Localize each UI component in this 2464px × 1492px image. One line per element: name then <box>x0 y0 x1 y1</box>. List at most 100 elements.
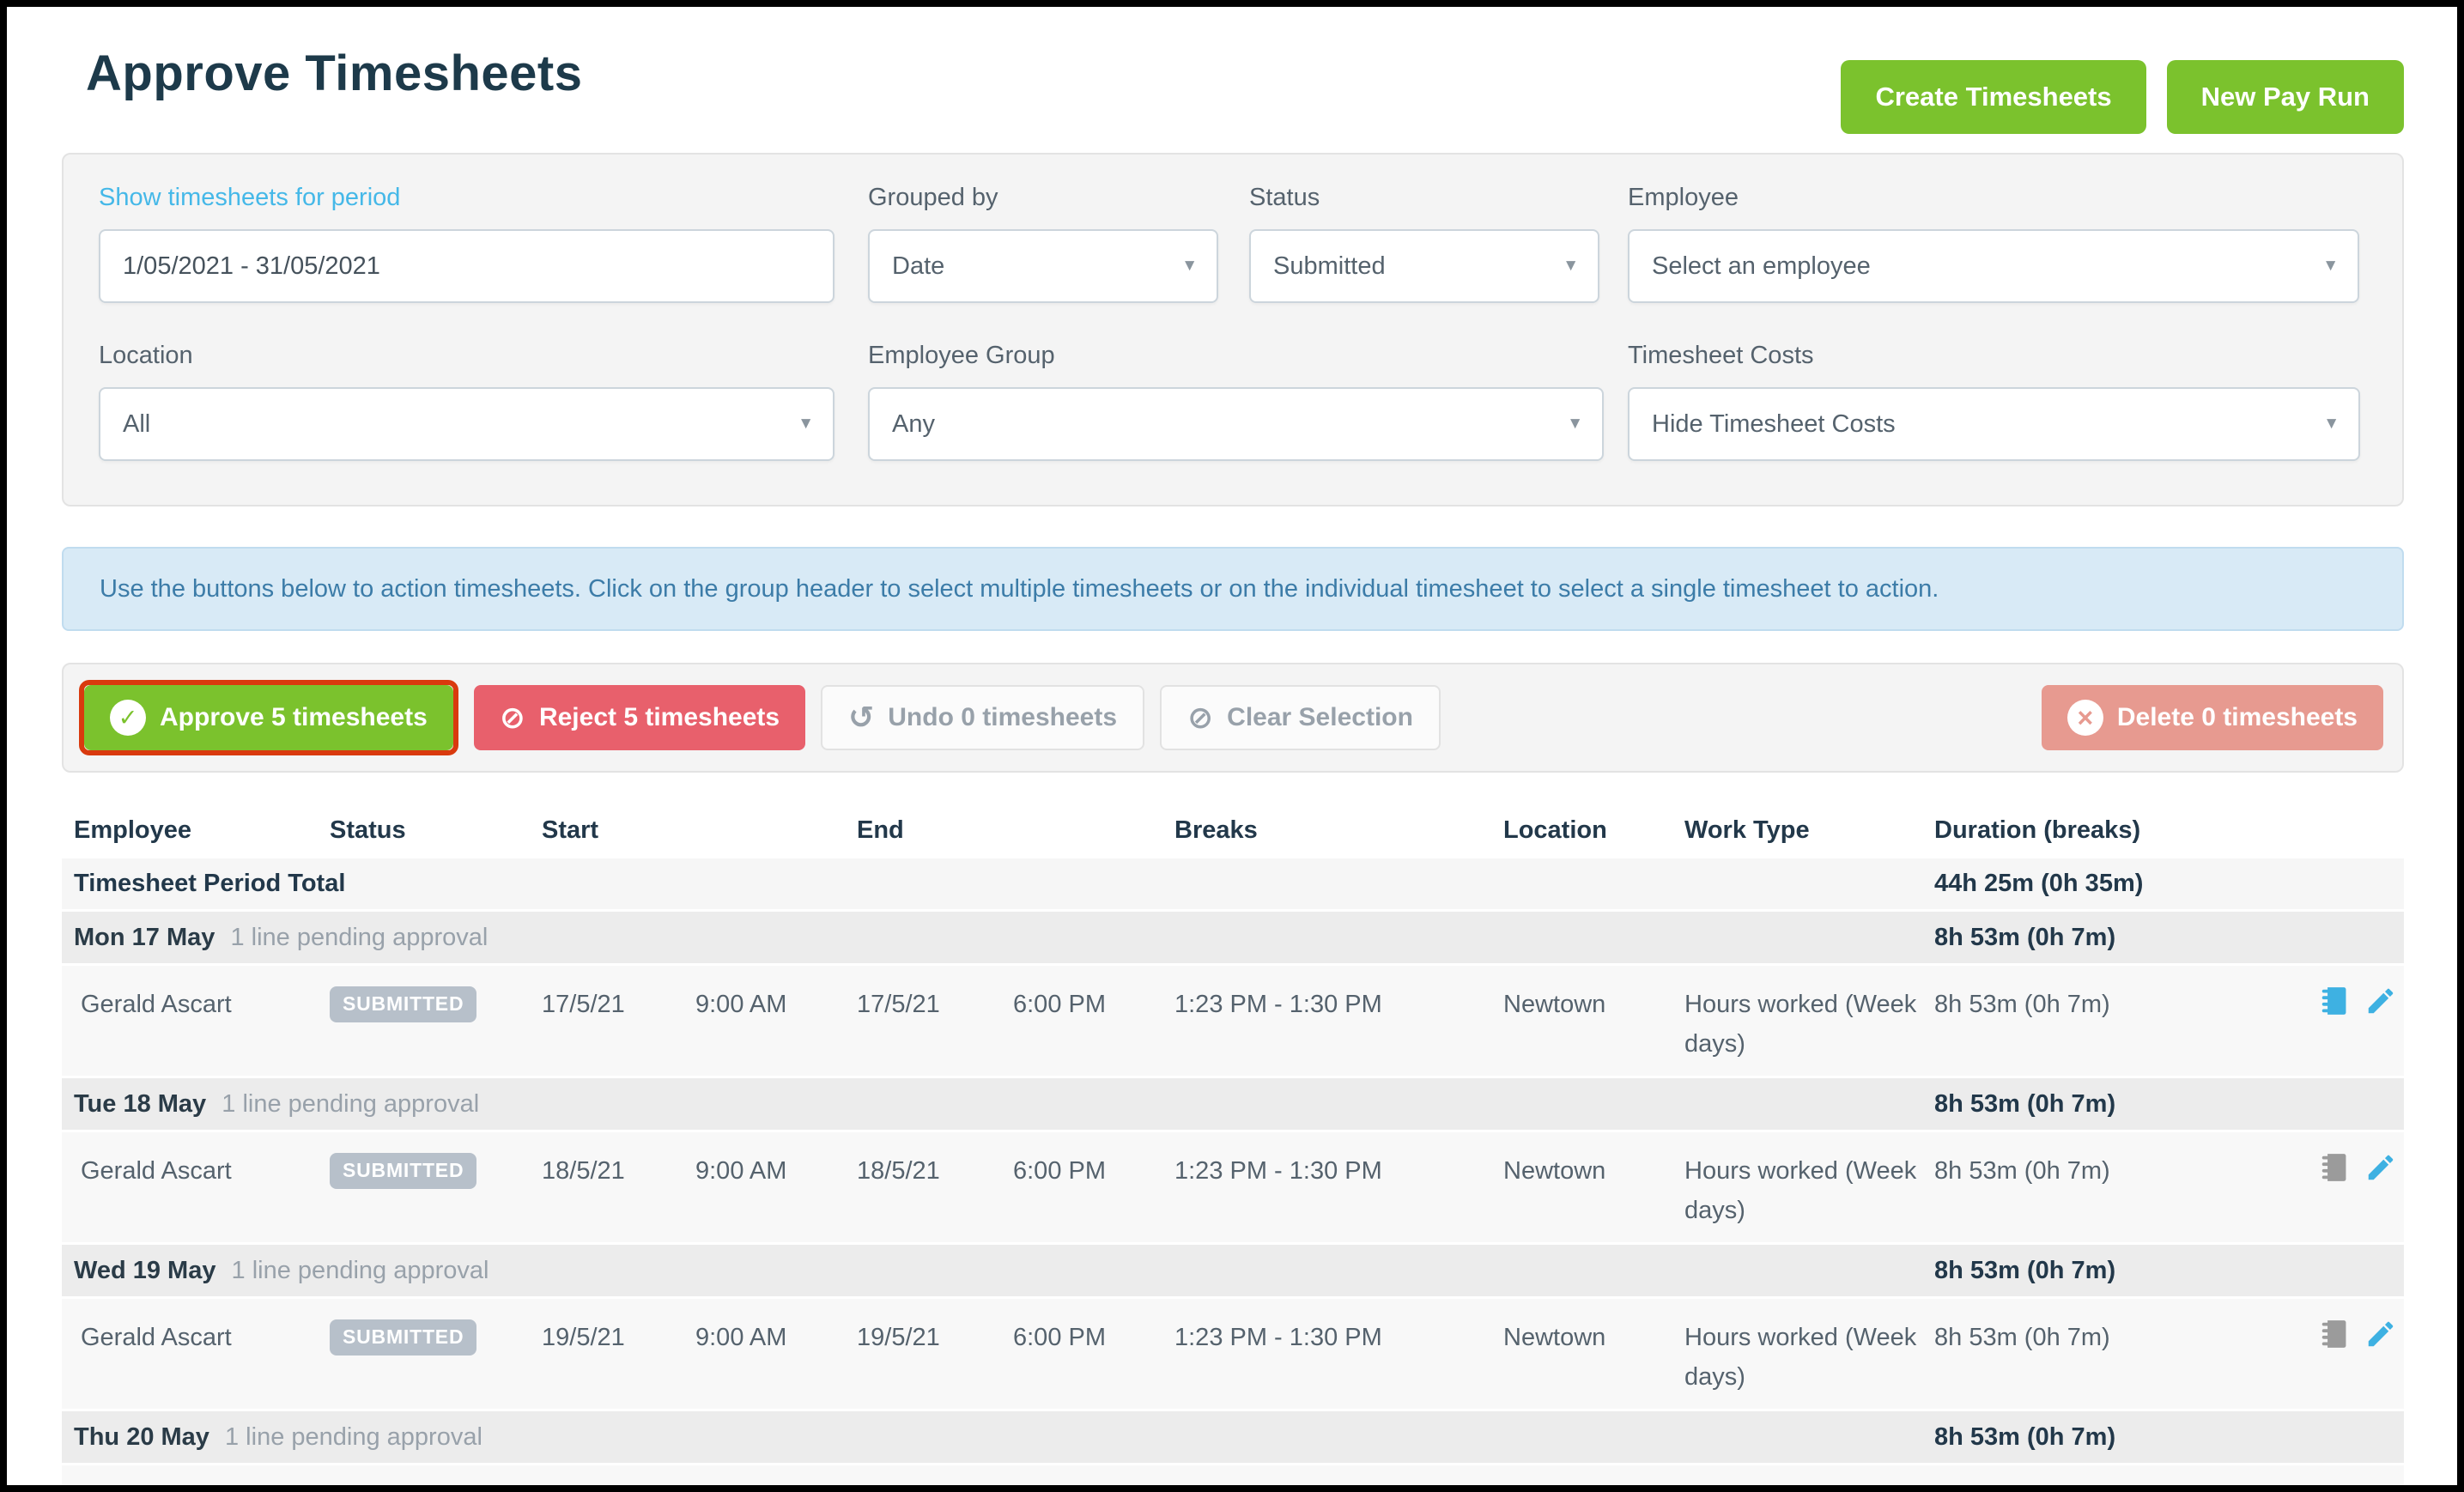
cell-breaks: 1:23 PM - 1:30 PM <box>1174 1324 1382 1351</box>
cell-work-type: Hours worked (Week days) <box>1684 1324 1917 1391</box>
cell-start-date: 17/5/21 <box>542 991 625 1018</box>
column-header-employee: Employee <box>74 816 191 844</box>
new-pay-run-button[interactable]: New Pay Run <box>2166 60 2404 134</box>
location-select[interactable]: All ▼ <box>99 387 834 461</box>
pencil-icon[interactable] <box>2364 1318 2397 1350</box>
filter-panel: Show timesheets for period 1/05/2021 - 3… <box>62 153 2404 506</box>
employee-group-label: Employee Group <box>868 342 1055 369</box>
cell-start-date: 19/5/21 <box>542 1324 625 1351</box>
cell-status: SUBMITTED <box>330 1318 542 1397</box>
status-badge: SUBMITTED <box>330 1319 477 1356</box>
status-label: Status <box>1249 184 1320 211</box>
employee-group-select[interactable]: Any ▼ <box>868 387 1604 461</box>
cell-status: SUBMITTED <box>330 985 542 1064</box>
cell-row-actions <box>2295 1151 2404 1230</box>
cell-start-time: 9:00 AM <box>695 1157 787 1185</box>
column-header-breaks: Breaks <box>1174 816 1258 844</box>
cell-end-date: 17/5/21 <box>857 991 940 1018</box>
cell-employee: Gerald Ascart <box>81 1157 232 1185</box>
period-input[interactable]: 1/05/2021 - 31/05/2021 <box>99 229 834 303</box>
cell-status: SUBMITTED <box>330 1484 542 1485</box>
status-value: Submitted <box>1273 252 1386 280</box>
slash-circle-icon: ⊘ <box>1187 700 1214 735</box>
column-header-start: Start <box>542 816 599 844</box>
chevron-down-icon: ▼ <box>1181 257 1198 275</box>
cell-end-time: 6:00 PM <box>1013 1484 1174 1485</box>
notebook-icon[interactable] <box>2318 1484 2351 1485</box>
undo-timesheets-button[interactable]: ↺ Undo 0 timesheets <box>821 685 1144 750</box>
pencil-icon[interactable] <box>2364 1151 2397 1184</box>
group-day: Tue 18 May <box>74 1089 207 1118</box>
group-day: Thu 20 May <box>74 1422 209 1451</box>
delete-button-label: Delete 0 timesheets <box>2116 703 2358 731</box>
cell-location: Newtown <box>1503 991 1606 1018</box>
group-day: Mon 17 May <box>74 923 215 951</box>
column-header-location: Location <box>1503 816 1607 844</box>
grouped-by-select[interactable]: Date ▼ <box>868 229 1218 303</box>
group-note: 1 line pending approval <box>222 1089 480 1118</box>
timesheet-costs-select[interactable]: Hide Timesheet Costs ▼ <box>1628 387 2360 461</box>
approve-timesheets-button[interactable]: ✓ Approve 5 timesheets <box>84 685 453 750</box>
show-timesheets-for-period-link[interactable]: Show timesheets for period <box>99 184 401 211</box>
approve-button-highlight: ✓ Approve 5 timesheets <box>79 680 458 755</box>
column-header-work-type: Work Type <box>1684 816 1810 844</box>
cell-start-time: 9:00 AM <box>695 1324 787 1351</box>
check-circle-icon: ✓ <box>110 700 146 736</box>
notebook-icon[interactable] <box>2318 1151 2351 1184</box>
group-day: Wed 19 May <box>74 1256 216 1284</box>
cell-work-type: Hours worked (Week days) <box>1684 1157 1917 1224</box>
timesheet-row[interactable]: Gerald Ascart SUBMITTED 17/5/21 9:00 AM … <box>62 966 2404 1078</box>
cell-location: Newtown <box>1503 1484 1684 1485</box>
timesheet-row[interactable]: Gerald Ascart SUBMITTED 19/5/21 9:00 AM … <box>62 1299 2404 1411</box>
timesheet-row[interactable]: Gerald Ascart SUBMITTED 20/5/21 9:00 AM … <box>62 1465 2404 1485</box>
chevron-down-icon: ▼ <box>2323 415 2340 433</box>
status-select[interactable]: Submitted ▼ <box>1249 229 1599 303</box>
info-banner: Use the buttons below to action timeshee… <box>62 547 2404 631</box>
location-label: Location <box>99 342 193 369</box>
chevron-down-icon: ▼ <box>1567 415 1583 433</box>
cell-duration: 8h 53m (0h 7m) <box>1934 991 2110 1018</box>
action-bar: ✓ Approve 5 timesheets ⊘ Reject 5 timesh… <box>62 663 2404 773</box>
chevron-down-icon: ▼ <box>1563 257 1579 275</box>
cell-end-date: 19/5/21 <box>857 1324 940 1351</box>
period-total-row: Timesheet Period Total 44h 25m (0h 35m) <box>62 858 2404 912</box>
cell-work-type: Hours worked (Week days) <box>1684 1484 1934 1485</box>
group-duration: 8h 53m (0h 7m) <box>1934 1089 2116 1118</box>
pencil-icon[interactable] <box>2364 985 2397 1017</box>
clear-selection-button[interactable]: ⊘ Clear Selection <box>1160 685 1441 750</box>
employee-group-field: Employee Group Any ▼ <box>868 342 1604 461</box>
cell-start-date: 18/5/21 <box>542 1157 625 1185</box>
group-header-row[interactable]: Thu 20 May 1 line pending approval 8h 53… <box>62 1411 2404 1465</box>
group-header-row[interactable]: Tue 18 May 1 line pending approval 8h 53… <box>62 1078 2404 1132</box>
cell-breaks: 1:23 PM - 1:30 PM <box>1174 1157 1382 1185</box>
cell-duration: 8h 53m (0h 7m) <box>1934 1157 2110 1185</box>
reject-timesheets-button[interactable]: ⊘ Reject 5 timesheets <box>473 685 806 750</box>
page-title: Approve Timesheets <box>86 45 583 101</box>
employee-value: Select an employee <box>1652 252 1871 280</box>
clear-selection-label: Clear Selection <box>1227 703 1413 731</box>
notebook-icon[interactable] <box>2318 1318 2351 1350</box>
timesheet-row[interactable]: Gerald Ascart SUBMITTED 18/5/21 9:00 AM … <box>62 1132 2404 1245</box>
group-header-row[interactable]: Wed 19 May 1 line pending approval 8h 53… <box>62 1245 2404 1299</box>
cell-status: SUBMITTED <box>330 1151 542 1230</box>
employee-group-value: Any <box>892 409 935 438</box>
create-timesheets-button[interactable]: Create Timesheets <box>1841 60 2146 134</box>
group-note: 1 line pending approval <box>230 923 489 951</box>
timesheet-costs-label: Timesheet Costs <box>1628 342 1814 369</box>
cell-start-time: 9:00 AM <box>695 1484 857 1485</box>
cell-row-actions <box>2295 985 2404 1064</box>
group-duration: 8h 53m (0h 7m) <box>1934 923 2116 951</box>
undo-arrow-icon: ↺ <box>848 700 875 735</box>
cell-employee: Gerald Ascart <box>81 1324 232 1351</box>
column-header-status: Status <box>330 816 406 844</box>
notebook-icon[interactable] <box>2318 985 2351 1017</box>
delete-timesheets-button[interactable]: × Delete 0 timesheets <box>2041 685 2383 750</box>
group-header-row[interactable]: Mon 17 May 1 line pending approval 8h 53… <box>62 912 2404 966</box>
pencil-icon[interactable] <box>2364 1484 2397 1485</box>
cell-end-time: 6:00 PM <box>1013 1157 1106 1185</box>
timesheet-table: Employee Status Start End Breaks Locatio… <box>62 803 2404 1485</box>
grouped-by-value: Date <box>892 252 945 280</box>
employee-select[interactable]: Select an employee ▼ <box>1628 229 2359 303</box>
chevron-down-icon: ▼ <box>798 415 814 433</box>
location-value: All <box>123 409 151 438</box>
